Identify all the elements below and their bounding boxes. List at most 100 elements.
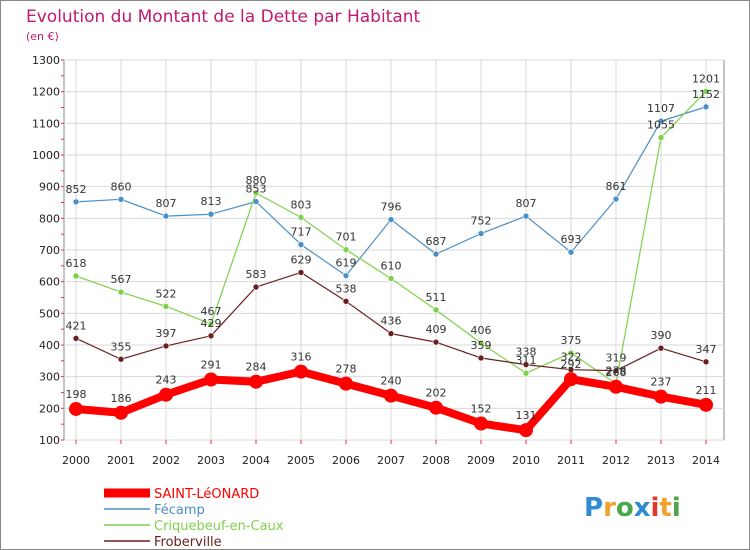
data-label: 1152 (692, 88, 720, 101)
data-point (297, 241, 305, 248)
data-point (384, 388, 398, 403)
data-label: 311 (516, 354, 537, 367)
x-tick-label: 2009 (467, 454, 495, 467)
data-point (702, 88, 710, 95)
x-tick-label: 2014 (692, 454, 720, 467)
logo-letter: t (659, 493, 671, 523)
chart-title: Evolution du Montant de la Dette par Hab… (26, 7, 421, 27)
data-point (702, 103, 710, 111)
logo-letter: P (584, 493, 603, 523)
data-point (567, 349, 575, 357)
data-point (162, 342, 170, 350)
data-label: 853 (246, 183, 267, 196)
data-point (429, 400, 443, 415)
legend-label: Froberville (154, 535, 222, 550)
data-label: 347 (696, 343, 717, 356)
data-label: 752 (471, 215, 492, 228)
data-label: 567 (111, 273, 132, 286)
data-label: 338 (516, 346, 537, 359)
data-point (387, 216, 395, 223)
data-point (522, 369, 530, 377)
data-label: 701 (336, 231, 357, 244)
data-point (162, 212, 170, 220)
chart-subtitle: (en €) (26, 30, 59, 43)
data-point (519, 423, 533, 438)
data-point (339, 376, 353, 391)
legend-label: Fécamp (154, 503, 205, 518)
data-label: 1201 (692, 72, 720, 85)
y-tick-label: 1000 (32, 149, 60, 162)
data-label: 243 (156, 374, 177, 387)
data-label: 803 (291, 198, 312, 211)
series-0 (69, 364, 713, 438)
data-label: 278 (606, 365, 627, 378)
data-label: 436 (381, 315, 402, 328)
data-label: 1107 (647, 102, 675, 115)
data-point (702, 358, 710, 366)
logo-letter: i (651, 493, 660, 523)
data-label: 861 (606, 180, 627, 193)
data-point (657, 117, 665, 125)
data-label: 202 (426, 387, 447, 400)
data-label: 268 (606, 366, 627, 379)
series-lines (69, 88, 713, 438)
data-label: 1055 (647, 119, 675, 132)
y-tick-label: 800 (39, 212, 60, 225)
data-point (387, 275, 395, 282)
data-label: 538 (336, 282, 357, 295)
x-tick-label: 2007 (377, 454, 405, 467)
data-point (567, 248, 575, 256)
data-point (252, 189, 260, 197)
logo-letter: r (603, 493, 616, 523)
logo-letter: x (634, 493, 651, 523)
data-point (432, 306, 440, 314)
data-label: 421 (66, 319, 87, 332)
series-1 (72, 103, 710, 279)
data-label: 198 (66, 388, 87, 401)
data-label: 240 (381, 375, 402, 388)
logo-letter: o (616, 493, 634, 523)
data-point (117, 288, 125, 296)
data-label: 322 (561, 351, 582, 364)
data-label: 284 (246, 361, 267, 374)
data-label: 186 (111, 392, 132, 405)
data-label: 467 (201, 305, 222, 318)
data-label: 397 (156, 327, 177, 340)
data-point (522, 212, 530, 220)
y-tick-label: 500 (39, 307, 60, 320)
data-point (297, 269, 305, 276)
data-point (207, 332, 215, 340)
data-label: 807 (516, 197, 537, 210)
data-label: 278 (336, 363, 357, 376)
data-label: 131 (516, 409, 537, 422)
x-tick-label: 2010 (512, 454, 540, 467)
data-point (387, 330, 395, 337)
x-tick-label: 2004 (242, 454, 270, 467)
data-label: 292 (561, 358, 582, 371)
data-label: 316 (291, 351, 312, 364)
data-point (294, 364, 308, 379)
y-tick-label: 400 (39, 339, 60, 352)
y-tick-label: 200 (39, 402, 60, 415)
proxiti-logo: Proxiti (584, 493, 681, 523)
data-label: 409 (426, 323, 447, 336)
data-label: 237 (651, 376, 672, 389)
x-tick-label: 2005 (287, 454, 315, 467)
series-3 (72, 269, 710, 374)
data-point (612, 367, 620, 374)
y-tick-label: 1100 (32, 117, 60, 130)
x-tick-label: 2003 (197, 454, 225, 467)
data-point (564, 372, 578, 387)
data-label: 359 (471, 339, 492, 352)
data-label: 291 (201, 359, 222, 372)
data-point (657, 344, 665, 352)
data-point (207, 320, 215, 328)
y-tick-label: 1300 (32, 54, 60, 67)
y-tick-label: 900 (39, 181, 60, 194)
data-point (249, 374, 263, 389)
logo-text: Proxiti (584, 493, 681, 523)
data-point (252, 283, 260, 291)
data-label: 522 (156, 287, 177, 300)
